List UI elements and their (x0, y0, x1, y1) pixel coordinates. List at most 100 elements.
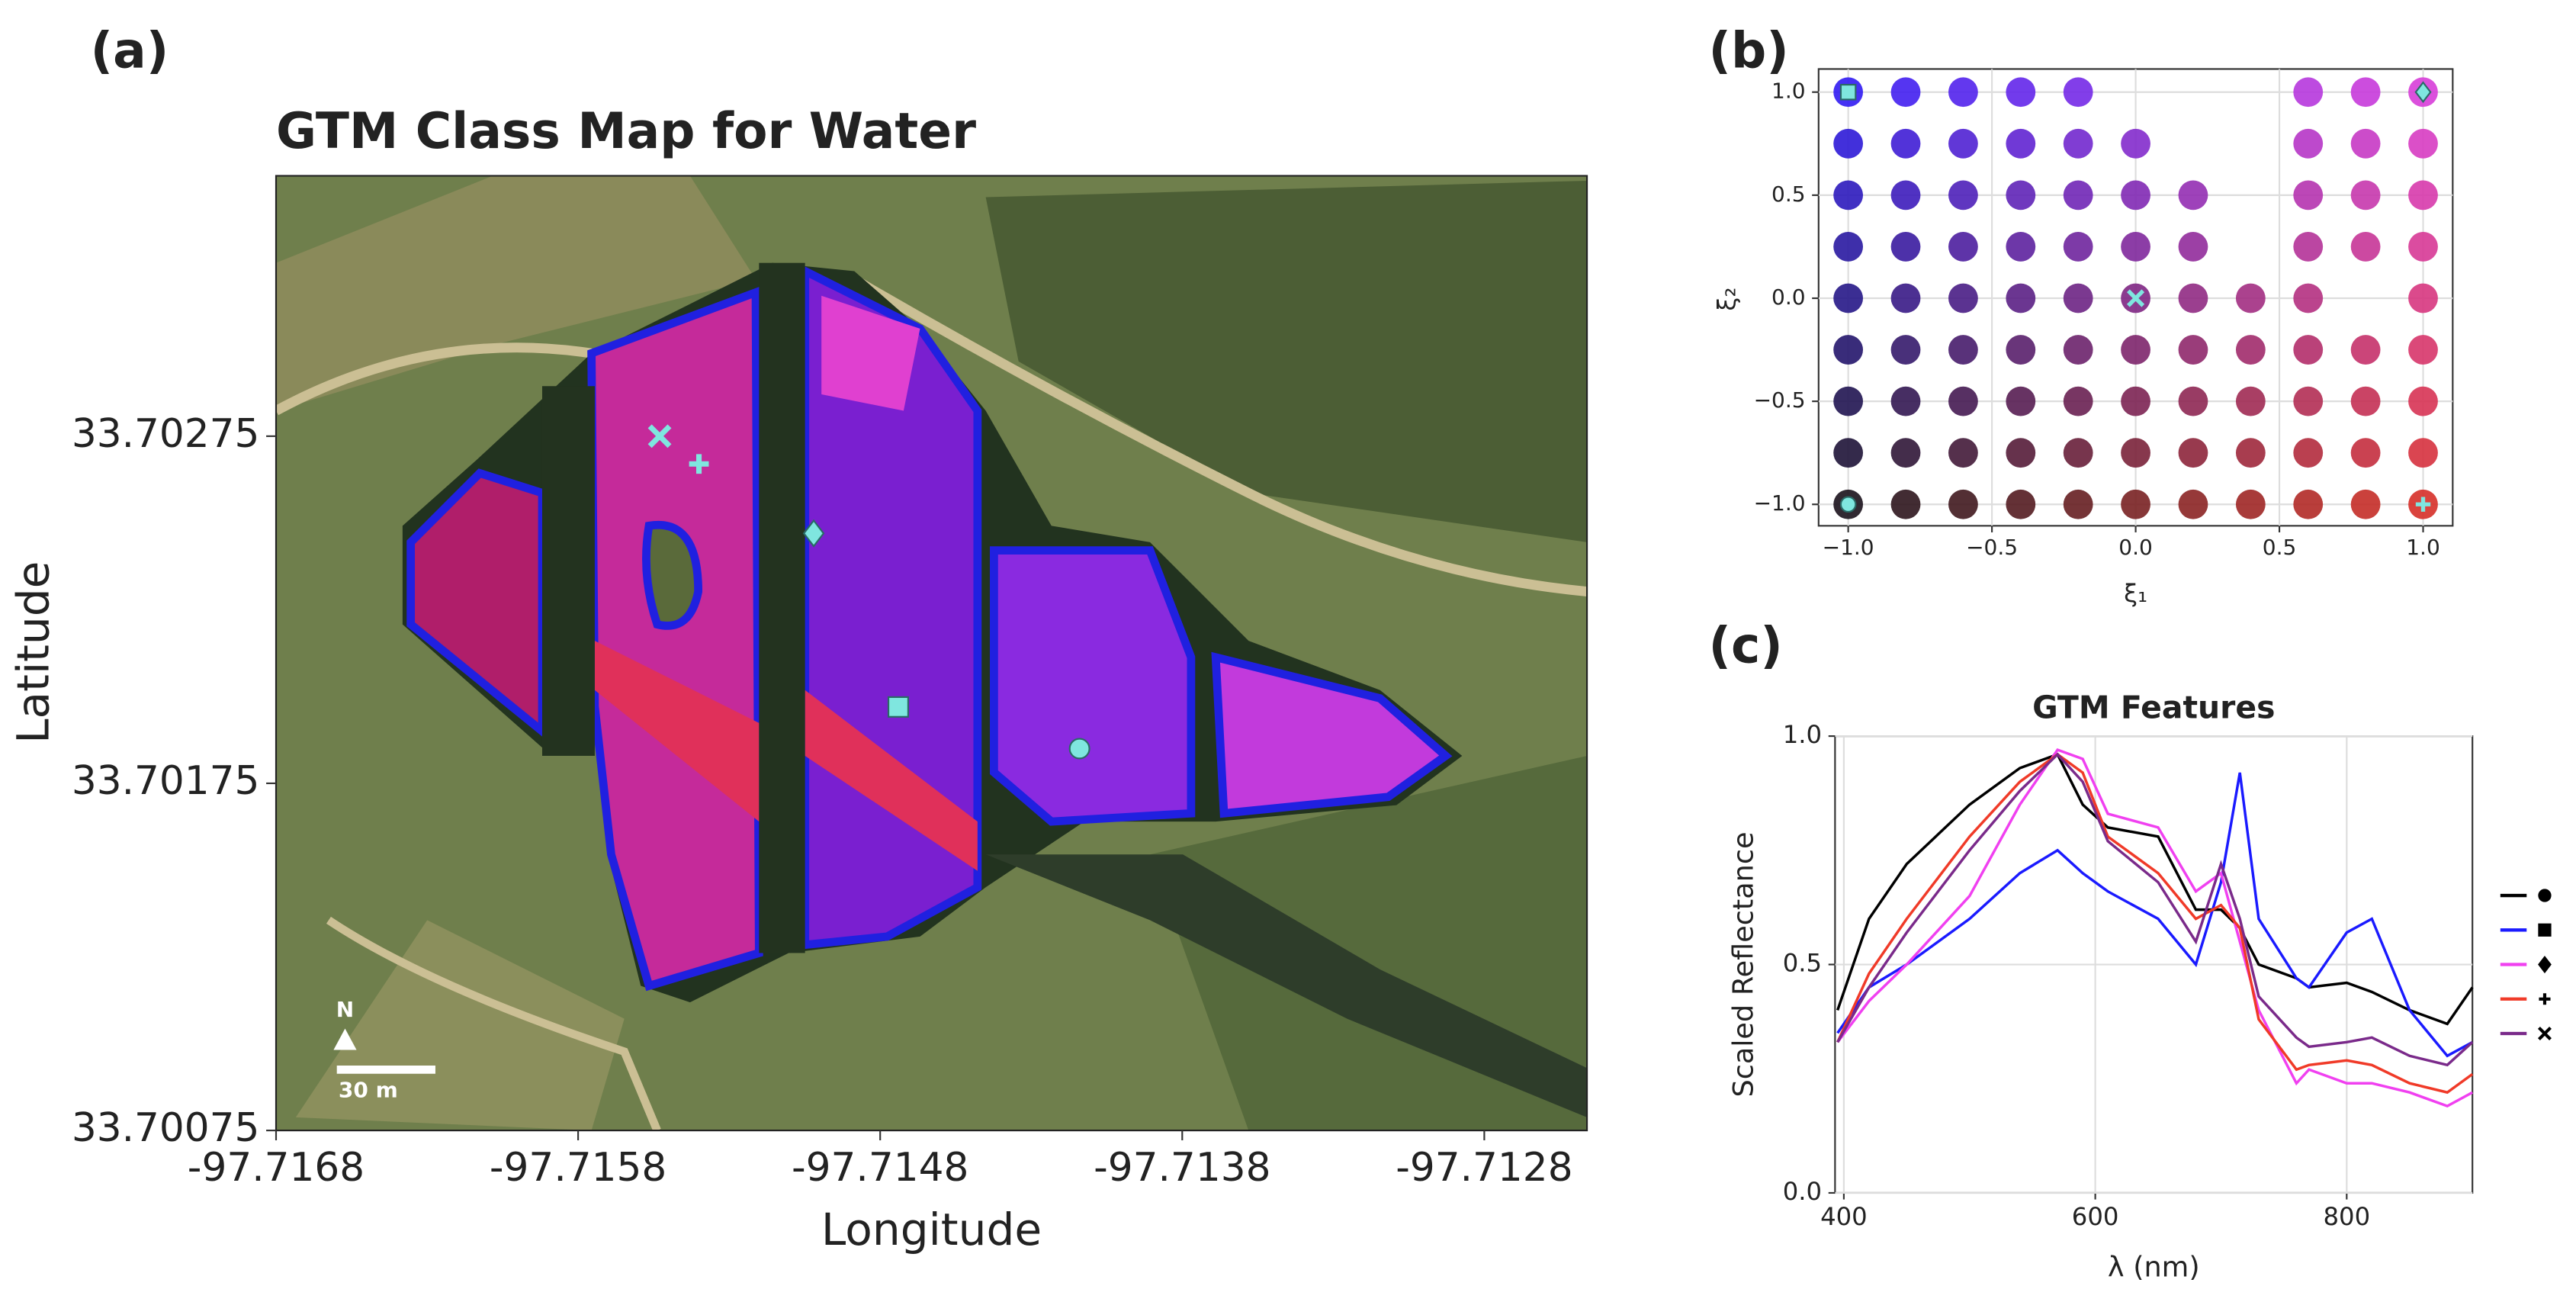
scatter-point (1833, 283, 1864, 313)
scatter-point (2293, 283, 2324, 313)
scatter-point (2006, 438, 2036, 468)
marker (2537, 1026, 2552, 1041)
scatter-point (1833, 232, 1864, 262)
marker (1068, 738, 1090, 760)
scatter-point (2178, 386, 2208, 416)
scatter-point (2235, 386, 2266, 416)
scale-label: 30 m (339, 1077, 398, 1102)
scatter-point (2063, 438, 2093, 468)
scatter-point (2178, 180, 2208, 211)
scatter-point (1833, 180, 1864, 211)
scatter-point (2178, 283, 2208, 313)
y-tick-label: 33.70275 (72, 411, 260, 457)
scatter-point (1948, 128, 1978, 159)
x-tick-label: -97.7128 (1396, 1145, 1572, 1191)
scatter-point (2350, 438, 2381, 468)
scatter-point (1890, 77, 1921, 108)
channel (985, 854, 1588, 1117)
scatter-point (2006, 489, 2036, 519)
scatter-point (1890, 489, 1921, 519)
class-overlay (594, 641, 760, 822)
scatter-point (2293, 180, 2324, 211)
scatter-point (2293, 77, 2324, 108)
marker (1839, 83, 1857, 101)
road (276, 342, 593, 416)
scatter-point (2121, 180, 2150, 211)
x-tick-label: −0.5 (1966, 535, 2018, 560)
trees (985, 180, 1588, 542)
class-overlay (805, 690, 978, 871)
scatter-point (2235, 283, 2266, 313)
scatter-point (2121, 438, 2150, 468)
marker (2538, 889, 2552, 902)
class-overlay (1211, 651, 1453, 818)
scatter-point (2350, 180, 2381, 211)
y-tick-label: −0.5 (1754, 387, 1806, 413)
y-tick-label: 0.0 (1771, 285, 1806, 310)
series-line (1836, 752, 2474, 1026)
panel-label: (c) (1708, 617, 1782, 674)
x-tick-label: -97.7168 (188, 1145, 365, 1191)
scatter-point (2006, 232, 2036, 262)
scatter-point (2235, 335, 2266, 365)
x-tick-label: 1.0 (2406, 535, 2440, 560)
north-arrow (333, 1028, 357, 1050)
scatter-point (2408, 335, 2438, 365)
chart-title: GTM Class Map for Water (276, 103, 976, 160)
marker (2538, 923, 2552, 937)
scatter-point (2293, 386, 2324, 416)
y-tick-label: −1.0 (1754, 490, 1806, 516)
scatter-point (1833, 128, 1864, 159)
scatter-point (2293, 335, 2324, 365)
x-axis-label: Longitude (821, 1204, 1042, 1255)
road (852, 275, 1588, 596)
scatter-point (1833, 335, 1864, 365)
y-axis-label: Latitude (8, 561, 59, 744)
class-overlay (990, 546, 1196, 826)
scatter-point (2063, 180, 2093, 211)
scatter-point (1948, 335, 1978, 365)
scatter-point (2006, 335, 2036, 365)
north-label: N (336, 997, 354, 1022)
y-axis-label: ξ₂ (1712, 288, 1741, 311)
panel-label: (b) (1708, 23, 1788, 80)
x-tick-label: -97.7158 (490, 1145, 666, 1191)
field (276, 175, 756, 411)
scatter-point (2178, 489, 2208, 519)
map-frame (275, 175, 1588, 1132)
y-tick-label: 33.70175 (72, 758, 260, 804)
marker (647, 424, 672, 448)
scatter-point (2178, 335, 2208, 365)
scatter-point (1890, 128, 1921, 159)
scatter-point (2121, 335, 2150, 365)
x-tick-label: -97.7148 (792, 1145, 968, 1191)
y-tick-label: 0.5 (1783, 949, 1822, 978)
scatter-point (1833, 438, 1864, 468)
panel-label: (a) (91, 23, 169, 80)
scatter-point (1890, 335, 1921, 365)
scatter-point (1890, 283, 1921, 313)
y-tick-label: 1.0 (1771, 79, 1806, 104)
y-axis-label: Scaled Reflectance (1726, 832, 1759, 1098)
scatter-point (1948, 386, 1978, 416)
series-line (1836, 752, 2474, 1095)
scatter-point (2350, 128, 2381, 159)
scatter-point (2350, 335, 2381, 365)
scatter-point (2293, 128, 2324, 159)
x-tick-label: 400 (1820, 1202, 1868, 1231)
scatter-point (2350, 232, 2381, 262)
x-tick-label: -97.7138 (1094, 1145, 1270, 1191)
scatter-point (2293, 438, 2324, 468)
scatter-point (2350, 386, 2381, 416)
scatter-point (2408, 232, 2438, 262)
series-line (1836, 747, 2474, 1108)
scatter-point (1948, 180, 1978, 211)
marker (2414, 81, 2432, 104)
scatter-point (2063, 489, 2093, 519)
scatter-point (2121, 386, 2150, 416)
scatter-point (1890, 386, 1921, 416)
scatter-point (2350, 489, 2381, 519)
scatter-point (2178, 232, 2208, 262)
